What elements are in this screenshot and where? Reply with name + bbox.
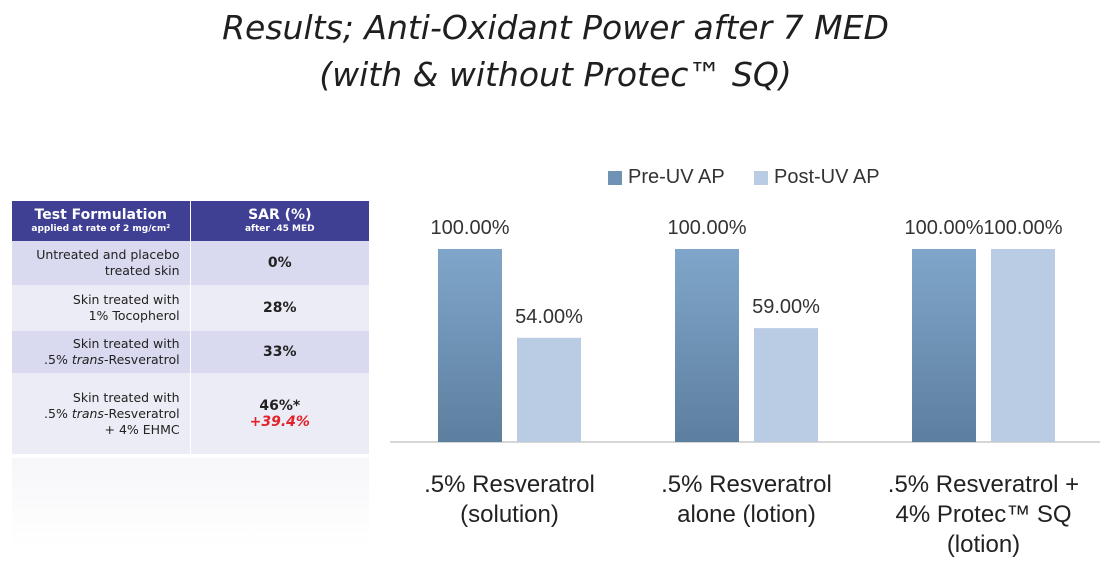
page-title: Results; Anti-Oxidant Power after 7 MED: [222, 8, 889, 47]
data-label: 100.00%: [983, 217, 1063, 239]
table-row: Skin treated with .5% trans-Resveratrol …: [12, 331, 369, 373]
legend-label-pre: Pre-UV AP: [628, 166, 725, 188]
header-test-formulation: Test Formulation applied at rate of 2 mg…: [31, 207, 171, 234]
bar-post-3: [991, 249, 1055, 442]
row-label: Skin treated with 1% Tocopherol: [72, 292, 180, 323]
table-header-row: Test Formulation applied at rate of 2 mg…: [12, 201, 369, 241]
bar-pre-3: [912, 249, 976, 442]
improvement-value: +39.4%: [249, 413, 310, 430]
row-label: Untreated and placebo treated skin: [36, 247, 180, 278]
table-reflection: [12, 458, 369, 548]
page-subtitle: (with & without Protec™ SQ): [319, 55, 792, 94]
table-row: Skin treated with .5% trans-Resveratrol …: [12, 373, 369, 454]
category-label: .5% Resveratrol + 4% Protec™ SQ (lotion): [859, 470, 1109, 560]
row-value: 33%: [189, 331, 369, 373]
data-label: 100.00%: [904, 217, 984, 239]
data-label: 54.00%: [515, 305, 583, 328]
category-label-line: alone (lotion): [677, 501, 816, 528]
table-row: Skin treated with 1% Tocopherol 28%: [12, 285, 369, 331]
row-value: 46%* +39.4%: [189, 373, 369, 454]
bar-post-1: [517, 337, 581, 442]
data-label: 100.00%: [430, 217, 510, 239]
category-label-line: .5% Resveratrol: [661, 471, 832, 498]
legend-label-post: Post-UV AP: [774, 166, 880, 188]
bar-post-2: [754, 328, 818, 442]
header-sar: SAR (%) after .45 MED: [189, 201, 369, 241]
category-label-line: .5% Resveratrol +: [887, 471, 1080, 498]
category-label-line: (solution): [460, 501, 559, 528]
category-label-line: (lotion): [946, 531, 1021, 558]
category-label-line: 4% Protec™ SQ: [895, 501, 1072, 528]
row-label: Skin treated with .5% trans-Resveratrol: [44, 336, 180, 367]
legend-swatch-pre: [608, 171, 622, 185]
row-value: 28%: [189, 285, 369, 331]
category-label: .5% Resveratrol alone (lotion): [622, 470, 872, 530]
category-label: .5% Resveratrol (solution): [385, 470, 635, 530]
results-table: Test Formulation applied at rate of 2 mg…: [12, 201, 369, 454]
category-label-line: .5% Resveratrol: [424, 471, 595, 498]
bar-pre-1: [438, 249, 502, 442]
row-label: Skin treated with .5% trans-Resveratrol …: [44, 389, 180, 437]
bar-pre-2: [675, 249, 739, 442]
table-row: Untreated and placebo treated skin 0%: [12, 241, 369, 285]
data-label: 59.00%: [752, 296, 820, 319]
data-label: 100.00%: [667, 217, 747, 239]
row-value: 0%: [189, 241, 369, 285]
legend-swatch-post: [754, 171, 768, 185]
